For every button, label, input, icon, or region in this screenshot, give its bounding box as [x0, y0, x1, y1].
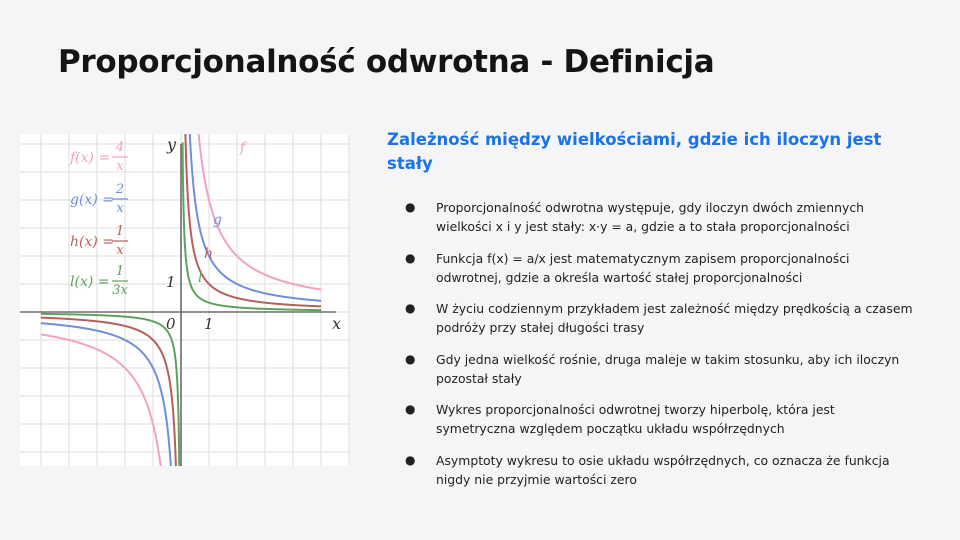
slide-title: Proporcjonalność odwrotna - Definicja — [58, 44, 715, 80]
x-tick-label: 1 — [204, 315, 214, 333]
bullet-text: Proporcjonalność odwrotna występuje, gdy… — [436, 200, 865, 234]
bullet-dot: ● — [405, 402, 416, 416]
series-g-branch-positive — [188, 134, 322, 302]
legend-l-denominator: 3x — [112, 283, 128, 298]
hyperbola-chart: f g h l y x 0 1 1 f(x) = 4 x g(x) = 2 x h(x) = 1 x l(x) = 1… — [20, 134, 350, 466]
slide-subtitle: Zależność między wielkościami, gdzie ich… — [387, 130, 882, 173]
bullet-item: ● W życiu codziennym przykładem jest zale… — [405, 299, 915, 337]
bullet-text: Funkcja f(x) = a/x jest matematycznym za… — [436, 250, 850, 285]
legend-f-denominator: x — [116, 159, 124, 174]
series-g-branch-negative — [40, 322, 172, 466]
legend-f-numerator: 4 — [115, 140, 124, 155]
bullet-text: Wykres proporcjonalności odwrotnej tworz… — [436, 402, 835, 436]
bullet-item: ● Proporcjonalność odwrotna występuje, gd… — [405, 198, 915, 236]
series-h-branch-negative — [40, 316, 177, 466]
bullet-item: ● Funkcja f(x) = a/x jest matematycznym z… — [405, 249, 915, 287]
series-l-branch-negative — [40, 312, 181, 466]
bullet-item: ● Asymptoty wykresu to osie układu współr… — [405, 451, 915, 489]
series-l-branch-positive — [181, 142, 322, 312]
origin-label: 0 — [166, 315, 176, 333]
bullet-dot: ● — [405, 301, 416, 315]
bullet-list: ● Proporcjonalność odwrotna występuje, gd… — [405, 198, 915, 501]
bullet-dot: ● — [405, 452, 416, 467]
x-axis-label: x — [332, 314, 341, 333]
series-f-curve-label: f — [239, 140, 248, 156]
legend-g-denominator: x — [116, 201, 124, 216]
bullet-item: ● Wykres proporcjonalności odwrotnej twor… — [405, 400, 915, 438]
legend-l-function: l(x) = — [70, 274, 109, 290]
bullet-dot: ● — [405, 250, 416, 265]
series-l-curve-label: l — [198, 270, 202, 286]
series-f-branch-positive — [197, 134, 322, 291]
legend-h-function: h(x) = — [70, 234, 114, 250]
series-h-branch-positive — [184, 134, 322, 308]
series-g-curve-label: g — [213, 212, 222, 228]
y-tick-label: 1 — [166, 273, 176, 291]
series-h-curve-label: h — [204, 246, 213, 262]
bullet-dot: ● — [405, 200, 416, 214]
y-axis-label: y — [166, 135, 177, 154]
bullet-text: W życiu codziennym przykładem jest zależ… — [436, 301, 913, 335]
legend-f-function: f(x) = — [69, 150, 110, 166]
legend-g-function: g(x) = — [70, 192, 114, 208]
legend-g-numerator: 2 — [115, 182, 124, 197]
legend-h-numerator: 1 — [116, 224, 124, 239]
series-f-branch-negative — [40, 333, 162, 466]
bullet-text: Gdy jedna wielkość rośnie, druga maleje … — [436, 351, 900, 386]
legend-h-denominator: x — [116, 243, 124, 258]
legend-l-numerator: 1 — [116, 264, 124, 279]
bullet-item: ● Gdy jedna wielkość rośnie, druga maleje… — [405, 350, 915, 388]
bullet-text: Asymptoty wykresu to osie układu współrz… — [436, 452, 890, 487]
bullet-dot: ● — [405, 351, 416, 366]
